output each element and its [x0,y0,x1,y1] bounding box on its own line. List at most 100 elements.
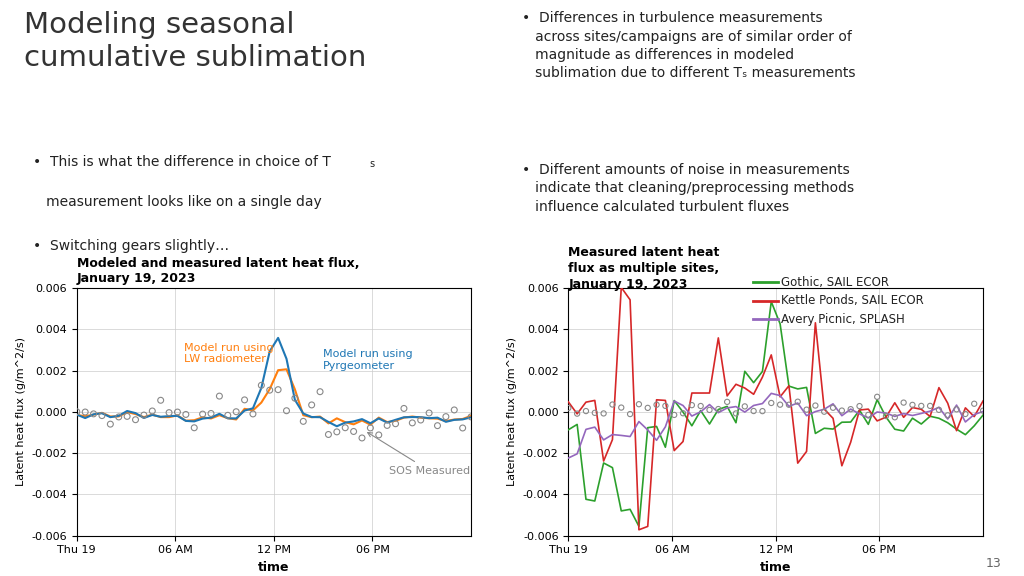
Point [270,385,287,394]
Point [287,393,303,403]
Point [772,400,788,410]
Point [153,396,169,405]
Point [136,411,153,420]
Point [825,403,842,412]
Text: s: s [370,159,375,169]
Point [321,430,337,439]
Point [371,430,387,439]
Point [887,412,903,422]
Point [395,404,412,413]
Point [701,406,718,415]
Point [904,400,921,410]
Point [119,412,135,421]
Point [975,406,991,415]
Point [922,401,938,411]
Point [736,402,753,411]
Point [692,401,709,411]
Point [245,410,261,419]
Point [587,408,603,418]
Point [279,406,295,415]
Point [312,387,329,396]
Point [860,410,877,419]
Point [728,409,744,418]
Point [648,400,665,410]
Point [780,400,797,410]
Text: Model run using
Pyrgeometer: Model run using Pyrgeometer [324,349,413,370]
Point [186,423,203,433]
Point [763,399,779,408]
Point [719,397,735,407]
Point [303,400,319,410]
Point [755,407,771,416]
Text: Gothic, SAIL ECOR: Gothic, SAIL ECOR [781,276,889,289]
X-axis label: time: time [258,561,290,574]
Point [560,403,577,412]
Point [446,406,463,415]
Point [869,392,886,401]
Point [127,415,143,425]
Text: Kettle Ponds, SAIL ECOR: Kettle Ponds, SAIL ECOR [781,294,924,307]
Point [177,410,194,419]
Point [69,407,85,416]
Text: Measured latent heat
flux as multiple sites,
January 19, 2023: Measured latent heat flux as multiple si… [568,246,720,291]
Point [966,399,982,408]
Point [569,409,586,418]
Text: •  Differences in turbulence measurements
   across sites/campaigns are of simil: • Differences in turbulence measurements… [522,11,855,81]
Point [843,404,859,414]
Point [745,407,762,416]
Point [85,410,101,419]
Point [211,392,227,401]
Point [219,411,236,420]
Point [657,401,674,411]
Point [463,412,479,422]
Text: SOS Measured: SOS Measured [368,433,470,476]
Point [144,407,161,416]
Point [913,401,930,411]
Point [94,411,111,420]
Point [195,410,211,419]
Point [895,398,911,407]
X-axis label: time: time [760,561,792,574]
Text: Model run using
LW radiometer: Model run using LW radiometer [183,343,273,365]
Point [237,395,253,404]
Point [666,410,682,419]
Point [161,408,177,417]
Point [169,407,185,416]
Point [948,405,965,414]
Point [631,400,647,409]
Point [816,407,833,416]
Point [387,419,403,429]
Point [111,412,127,422]
Point [253,381,269,390]
Point [622,410,638,419]
Text: Avery Picnic, SPLASH: Avery Picnic, SPLASH [781,313,905,325]
Text: •  This is what the difference in choice of T: • This is what the difference in choice … [33,155,331,169]
Point [790,397,806,406]
Y-axis label: Latent heat flux (g/m^2/s): Latent heat flux (g/m^2/s) [507,338,517,486]
Point [421,408,437,418]
Point [878,411,894,420]
Point [329,427,345,437]
Point [455,423,471,433]
Point [834,406,850,415]
Point [379,421,395,430]
Point [799,405,815,414]
Point [437,412,454,421]
Point [203,409,219,418]
Text: Modeled and measured latent heat flux,
January 19, 2023: Modeled and measured latent heat flux, J… [77,257,359,286]
Point [362,423,379,433]
Point [413,415,429,425]
Y-axis label: Latent heat flux (g/m^2/s): Latent heat flux (g/m^2/s) [15,338,26,486]
Point [578,407,594,416]
Point [102,419,119,429]
Text: •  Different amounts of noise in measurements
   indicate that cleaning/preproce: • Different amounts of noise in measurem… [522,163,854,214]
Point [613,403,630,412]
Point [940,411,956,420]
Point [404,418,421,427]
Point [675,408,691,418]
Point [640,403,656,412]
Point [295,417,311,426]
Point [595,409,611,418]
Point [710,404,726,414]
Point [345,427,361,436]
